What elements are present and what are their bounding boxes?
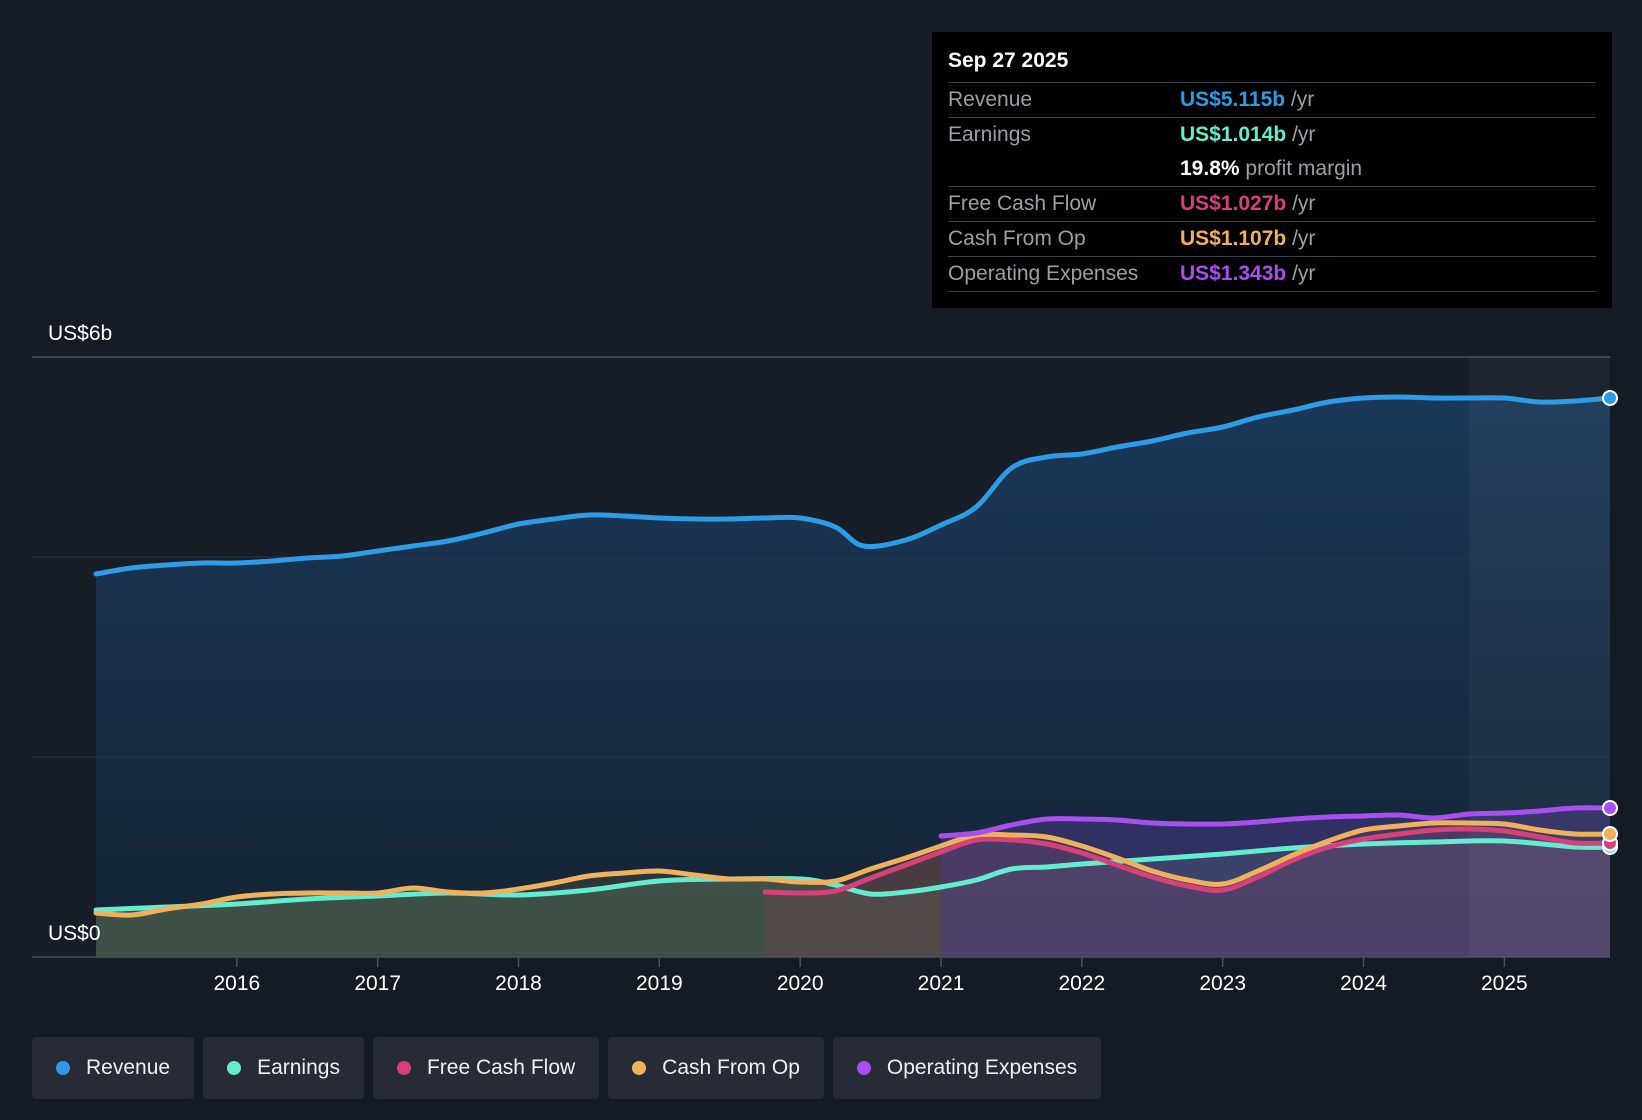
x-tick-label: 2024 (1340, 972, 1387, 995)
x-tick-label: 2018 (495, 972, 542, 995)
x-axis-ticks: 2016 2017 2018 2019 2020 2021 2022 2023 2024 2025 (213, 957, 1528, 995)
revenue-dot-icon (56, 1061, 70, 1075)
tooltip-unit: /yr (1290, 88, 1315, 111)
legend-item-earnings[interactable]: Earnings (203, 1037, 364, 1099)
tooltip-unit: /yr (1292, 227, 1316, 250)
x-tick-label: 2025 (1481, 972, 1528, 995)
tooltip-date: Sep 27 2025 (948, 49, 1069, 72)
y-axis-bottom-label: US$0 (48, 922, 101, 945)
series-lines (93, 394, 1613, 918)
legend-item-operating-expenses[interactable]: Operating Expenses (832, 1037, 1102, 1099)
operating-expenses-end-marker (1602, 800, 1618, 816)
x-tick-label: 2022 (1059, 972, 1106, 995)
tooltip-row-operating-expenses: Operating Expenses US$1.343b /yr (948, 256, 1596, 292)
legend-item-revenue[interactable]: Revenue (32, 1037, 195, 1099)
cash-from-op-line (93, 820, 1613, 918)
tooltip-unit: /yr (1292, 192, 1316, 215)
tooltip-label: Operating Expenses (948, 262, 1139, 285)
tooltip-value: 19.8% (1180, 157, 1240, 180)
cash-from-op-dot-icon (632, 1061, 647, 1075)
x-tick-label: 2020 (777, 972, 824, 995)
y-axis-top-label: US$6b (48, 322, 112, 345)
operating-expenses-area (941, 807, 1610, 957)
legend-item-free-cash-flow[interactable]: Free Cash Flow (372, 1037, 600, 1099)
free-cash-flow-line (762, 826, 1613, 896)
tooltip-label: Revenue (948, 88, 1033, 111)
cash-from-op-end-marker (1602, 826, 1618, 842)
x-tick-label: 2019 (636, 972, 683, 995)
legend: Revenue Earnings Free Cash Flow Cash Fro… (32, 1037, 1102, 1099)
x-tick-label: 2021 (918, 972, 965, 995)
tooltip-label: Cash From Op (948, 227, 1086, 250)
tooltip-panel: Sep 27 2025 Revenue US$5.115b /yr Earnin… (932, 32, 1612, 308)
legend-label: Cash From Op (662, 1056, 800, 1079)
tooltip-label: Free Cash Flow (948, 192, 1097, 215)
tooltip-row-profit-margin: 19.8% profit margin (948, 152, 1596, 186)
free-cash-flow-dot-icon (396, 1061, 411, 1075)
x-tick-label: 2023 (1199, 972, 1246, 995)
tooltip-unit: /yr (1292, 123, 1316, 146)
x-tick-label: 2016 (213, 972, 260, 995)
legend-label: Operating Expenses (886, 1056, 1078, 1079)
operating-expenses-line (938, 805, 1613, 839)
grid-lines (32, 356, 1610, 958)
tooltip-row-free-cash-flow: Free Cash Flow US$1.027b /yr (948, 186, 1596, 221)
x-tick-label: 2017 (354, 972, 401, 995)
forecast-region (1469, 357, 1610, 957)
tooltip-value: US$5.115b (1180, 88, 1286, 111)
series-end-markers (1602, 390, 1618, 855)
tooltip-unit: /yr (1292, 262, 1316, 285)
tooltip-value: US$1.027b (1180, 192, 1287, 215)
tooltip-row-cash-from-op: Cash From Op US$1.107b /yr (948, 221, 1596, 256)
revenue-line (93, 394, 1613, 577)
revenue-end-marker (1602, 390, 1618, 406)
tooltip-unit: profit margin (1245, 157, 1363, 180)
tooltip-row-earnings: Earnings US$1.014b /yr (948, 117, 1596, 152)
operating-expenses-dot-icon (856, 1061, 871, 1075)
legend-label: Earnings (257, 1056, 340, 1079)
earnings-dot-icon (227, 1061, 242, 1075)
legend-item-cash-from-op[interactable]: Cash From Op (608, 1037, 824, 1099)
tooltip-value: US$1.343b (1180, 262, 1287, 285)
legend-label: Free Cash Flow (426, 1056, 576, 1079)
tooltip-value: US$1.107b (1180, 227, 1287, 250)
tooltip-label: Earnings (948, 123, 1031, 146)
legend-label: Revenue (86, 1056, 171, 1079)
tooltip-value: US$1.014b (1180, 123, 1287, 146)
tooltip-row-revenue: Revenue US$5.115b /yr (948, 82, 1596, 117)
